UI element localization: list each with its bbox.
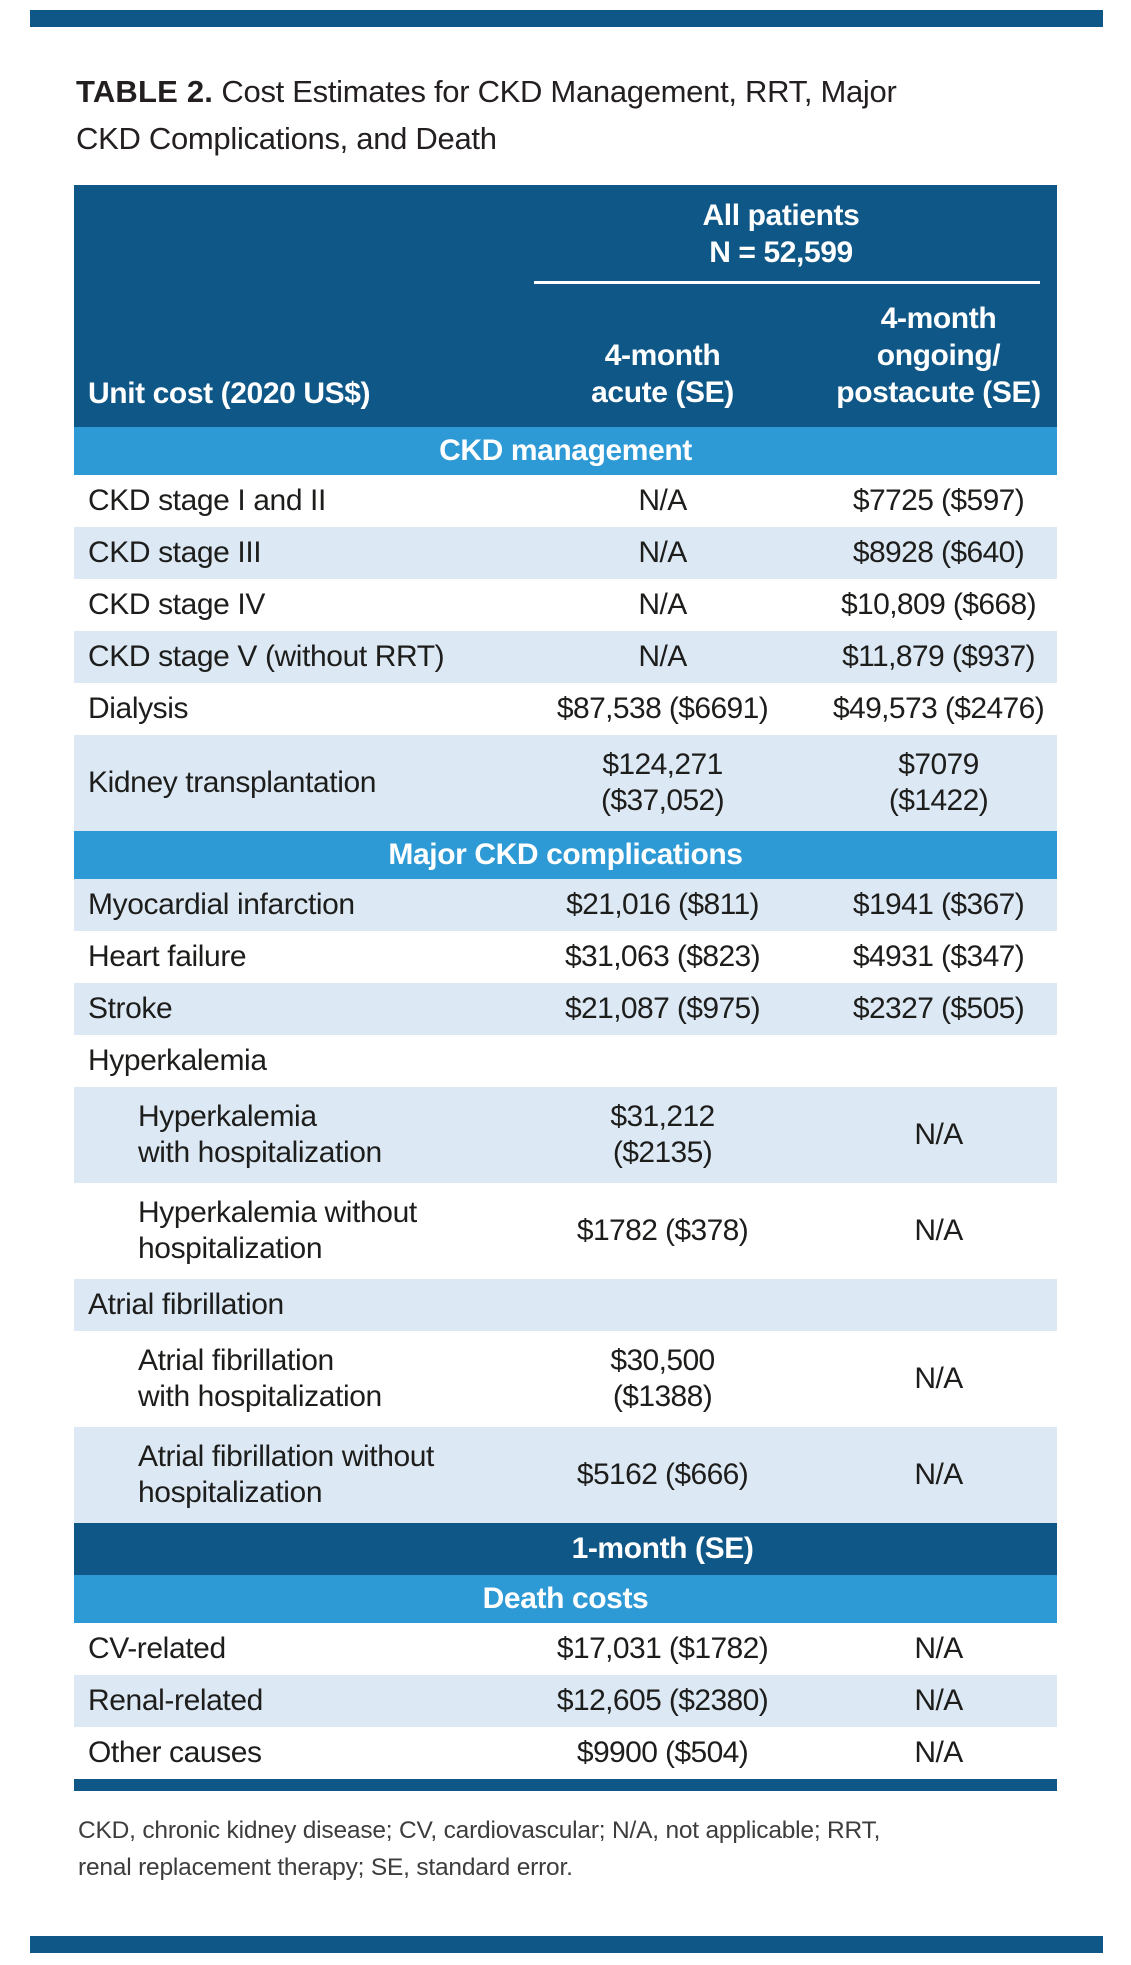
row-label: CV-related (88, 1632, 226, 1665)
table-bottom-rule (74, 1779, 1057, 1791)
cell-acute: $31,212 ($2135) (610, 1100, 715, 1169)
header-group-underline (534, 281, 1040, 284)
table-row: CKD stage V (without RRT) N/A $11,879 ($… (74, 631, 1057, 683)
section-header-label: CKD management (439, 434, 692, 467)
row-label: Myocardial infarction (88, 888, 355, 921)
section-header-label: Death costs (482, 1582, 649, 1615)
cell-ongoing: N/A (914, 1362, 963, 1395)
table-header: All patients N = 52,599 Unit cost (2020 … (74, 185, 1057, 427)
header-group-all-patients: All patients N = 52,599 (702, 199, 860, 269)
cell-acute: N/A (638, 536, 687, 569)
section-header-label: 1-month (SE) (571, 1532, 754, 1565)
table-row: CV-related $17,031 ($1782) N/A (74, 1623, 1057, 1675)
table-row: Dialysis $87,538 ($6691) $49,573 ($2476) (74, 683, 1057, 735)
row-label: Atrial fibrillation (88, 1288, 284, 1321)
cell-acute: $1782 ($378) (576, 1214, 749, 1247)
row-label: Other causes (88, 1736, 262, 1769)
cell-ongoing: $1941 ($367) (852, 888, 1025, 921)
header-4-month-acute: 4-month acute (SE) (591, 339, 734, 409)
cell-ongoing: $8928 ($640) (852, 536, 1025, 569)
table-footnote: CKD, chronic kidney disease; CV, cardiov… (78, 1817, 881, 1881)
cell-ongoing: N/A (914, 1214, 963, 1247)
cell-ongoing: N/A (914, 1458, 963, 1491)
section-header-ckd-management: CKD management (74, 427, 1057, 475)
cell-acute: $31,063 ($823) (564, 940, 761, 973)
cell-acute: $17,031 ($1782) (556, 1632, 769, 1665)
table-row: Heart failure $31,063 ($823) $4931 ($347… (74, 931, 1057, 983)
row-label: Renal-related (88, 1684, 263, 1717)
table-row: Other causes $9900 ($504) N/A (74, 1727, 1057, 1779)
row-label: Atrial fibrillation with hospitalization (138, 1344, 382, 1413)
table-row: Hyperkalemia with hospitalization $31,21… (74, 1087, 1057, 1183)
table-row: Atrial fibrillation without hospitalizat… (74, 1427, 1057, 1523)
cell-acute: $124,271 ($37,052) (600, 748, 725, 817)
row-label: Hyperkalemia (88, 1044, 267, 1077)
row-label: CKD stage III (88, 536, 262, 569)
cell-ongoing: $4931 ($347) (852, 940, 1025, 973)
cost-estimates-table: All patients N = 52,599 Unit cost (2020 … (74, 185, 1057, 1791)
cell-ongoing: $7079 ($1422) (888, 748, 989, 817)
cell-acute: $87,538 ($6691) (556, 692, 769, 725)
cell-ongoing: $2327 ($505) (852, 992, 1025, 1025)
row-label: Hyperkalemia with hospitalization (138, 1100, 382, 1169)
table-row: CKD stage IV N/A $10,809 ($668) (74, 579, 1057, 631)
row-label: CKD stage V (without RRT) (88, 640, 445, 673)
cell-acute: N/A (638, 588, 687, 621)
row-label: Hyperkalemia without hospitalization (138, 1196, 417, 1265)
page-bottom-rule (30, 1936, 1103, 1953)
cell-ongoing: N/A (914, 1684, 963, 1717)
table-title-text: Cost Estimates for CKD Management, RRT, … (76, 74, 897, 156)
row-label: CKD stage I and II (88, 484, 326, 517)
cell-ongoing: $49,573 ($2476) (832, 692, 1045, 725)
table-row: Stroke $21,087 ($975) $2327 ($505) (74, 983, 1057, 1035)
cell-acute: $21,087 ($975) (564, 992, 761, 1025)
row-label: Dialysis (88, 692, 189, 725)
cell-ongoing: N/A (914, 1736, 963, 1769)
cell-ongoing: N/A (914, 1632, 963, 1665)
header-4-month-ongoing: 4-month ongoing/ postacute (SE) (836, 302, 1041, 409)
cell-acute: N/A (638, 640, 687, 673)
table-title: TABLE 2. Cost Estimates for CKD Manageme… (76, 68, 996, 162)
page-top-rule (30, 10, 1103, 27)
section-header-death-costs: Death costs (74, 1575, 1057, 1623)
cell-ongoing: $10,809 ($668) (840, 588, 1037, 621)
row-label: Heart failure (88, 940, 247, 973)
table-row-group-label: Atrial fibrillation (74, 1279, 1057, 1331)
row-label: Stroke (88, 992, 173, 1025)
row-label: Kidney transplantation (88, 766, 377, 799)
cell-acute: $30,500 ($1388) (610, 1344, 715, 1413)
table-row: Kidney transplantation $124,271 ($37,052… (74, 735, 1057, 831)
cell-ongoing: $11,879 ($937) (842, 640, 1035, 673)
table-title-label: TABLE 2. (76, 74, 214, 109)
cell-ongoing: $7725 ($597) (852, 484, 1025, 517)
cell-ongoing: N/A (914, 1118, 963, 1151)
table-row: Myocardial infarction $21,016 ($811) $19… (74, 879, 1057, 931)
table-row: Atrial fibrillation with hospitalization… (74, 1331, 1057, 1427)
cell-acute: $9900 ($504) (576, 1736, 749, 1769)
cell-acute: $21,016 ($811) (566, 888, 759, 921)
header-unit-cost: Unit cost (2020 US$) (88, 377, 371, 410)
cell-acute: $12,605 ($2380) (556, 1684, 769, 1717)
table-row: CKD stage I and II N/A $7725 ($597) (74, 475, 1057, 527)
row-label: CKD stage IV (88, 588, 265, 621)
cell-acute: N/A (638, 484, 687, 517)
table-row: CKD stage III N/A $8928 ($640) (74, 527, 1057, 579)
section-header-label: Major CKD complications (388, 838, 743, 871)
section-header-major-complications: Major CKD complications (74, 831, 1057, 879)
row-label: Atrial fibrillation without hospitalizat… (138, 1440, 434, 1509)
table-row: Renal-related $12,605 ($2380) N/A (74, 1675, 1057, 1727)
section-header-one-month: 1-month (SE) (74, 1523, 1057, 1575)
table-row: Hyperkalemia without hospitalization $17… (74, 1183, 1057, 1279)
table-row-group-label: Hyperkalemia (74, 1035, 1057, 1087)
cell-acute: $5162 ($666) (576, 1458, 749, 1491)
